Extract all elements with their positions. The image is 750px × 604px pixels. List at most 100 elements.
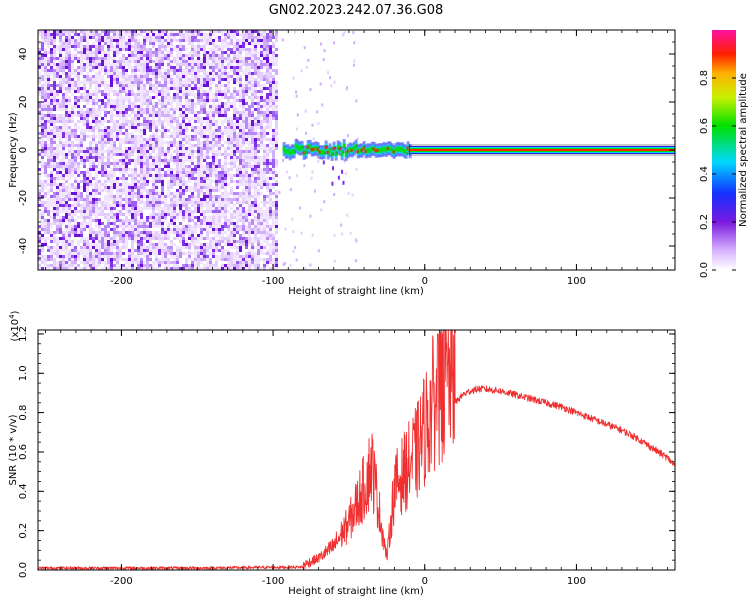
heatmap-cell	[200, 63, 203, 69]
heatmap-cell	[242, 225, 245, 228]
heatmap-cell	[68, 84, 71, 87]
heatmap-cell	[137, 210, 140, 213]
heatmap-cell	[230, 246, 233, 249]
heatmap-cell	[194, 150, 197, 153]
heatmap-cell	[164, 201, 167, 204]
heatmap-cell	[161, 45, 164, 48]
heatmap-cell	[269, 255, 272, 261]
heatmap-cell	[245, 174, 248, 177]
heatmap-cell	[203, 216, 206, 219]
heatmap-cell	[143, 108, 146, 114]
heatmap-cell	[65, 264, 68, 267]
heatmap-cell	[119, 246, 122, 249]
heatmap-cell	[239, 195, 242, 198]
heatmap-cell	[68, 231, 71, 234]
heatmap-cell	[179, 57, 182, 60]
heatmap-cell	[233, 225, 236, 228]
heatmap-cell	[167, 66, 170, 69]
heatmap-cell	[206, 135, 209, 138]
heatmap-cell	[164, 252, 167, 255]
heatmap-cell	[50, 57, 53, 63]
heatmap-cell	[143, 75, 146, 78]
heatmap-cell	[158, 231, 161, 234]
heatmap-cell	[170, 198, 173, 201]
heatmap-cell	[248, 192, 251, 195]
heatmap-cell	[161, 93, 164, 96]
heatmap-cell	[143, 153, 146, 156]
heatmap-cell	[77, 243, 80, 246]
heatmap-cell	[275, 216, 278, 219]
heatmap-cell	[44, 207, 47, 210]
heatmap-cell	[104, 60, 107, 63]
heatmap-cell	[116, 183, 119, 186]
heatmap-cell	[245, 183, 248, 186]
heatmap-cell	[173, 180, 176, 186]
heatmap-cell	[251, 60, 254, 63]
heatmap-cell	[77, 264, 80, 267]
heatmap-cell	[245, 141, 248, 144]
heatmap-cell	[77, 162, 80, 165]
heatmap-cell	[209, 81, 212, 87]
heatmap-cell	[248, 141, 251, 144]
heatmap-cell	[122, 174, 125, 177]
heatmap-cell	[74, 102, 77, 105]
heatmap-cell	[185, 225, 188, 228]
heatmap-cell	[263, 42, 266, 48]
heatmap-cell	[245, 126, 248, 129]
heatmap-cell	[203, 66, 206, 69]
heatmap-cell	[176, 213, 179, 216]
heatmap-cell	[83, 96, 86, 102]
heatmap-cell	[53, 222, 56, 225]
heatmap-cell	[131, 36, 134, 39]
heatmap-cell	[68, 204, 71, 207]
heatmap-cell	[92, 162, 95, 165]
heatmap-cell	[122, 171, 125, 174]
heatmap-cell	[104, 54, 107, 57]
heatmap-cell	[182, 267, 185, 270]
heatmap-cell	[230, 39, 233, 42]
heatmap-cell	[173, 150, 176, 153]
heatmap-cell	[101, 201, 104, 204]
heatmap-cell	[191, 252, 194, 255]
heatmap-cell	[272, 57, 275, 60]
heatmap-cell	[41, 135, 44, 138]
heatmap-cell	[260, 144, 263, 150]
heatmap-cell	[161, 63, 164, 66]
heatmap-cell	[77, 99, 80, 102]
heatmap-cell	[110, 210, 113, 213]
heatmap-cell	[275, 264, 278, 267]
heatmap-cell	[224, 240, 227, 243]
heatmap-cell	[245, 246, 248, 249]
heatmap-cell	[257, 258, 260, 264]
heatmap-cell	[242, 153, 245, 156]
heatmap-cell	[215, 183, 218, 186]
heatmap-cell	[155, 39, 158, 42]
heatmap-cell	[77, 204, 80, 207]
heatmap-cell	[131, 54, 134, 57]
heatmap-cell	[131, 255, 134, 258]
heatmap-cell	[95, 39, 98, 42]
heatmap-cell	[215, 30, 218, 33]
heatmap-cell	[122, 120, 125, 123]
heatmap-cell	[194, 111, 197, 114]
heatmap-cell	[119, 87, 122, 90]
heatmap-cell	[44, 81, 47, 84]
heatmap-cell	[188, 84, 191, 87]
heatmap-cell	[59, 150, 62, 153]
heatmap-cell	[53, 258, 56, 264]
heatmap-cell	[206, 129, 209, 132]
heatmap-cell	[167, 45, 170, 48]
heatmap-cell	[227, 258, 230, 261]
heatmap-cell	[50, 111, 53, 114]
heatmap-cell	[239, 147, 242, 150]
heatmap-cell	[272, 84, 275, 90]
heatmap-cell	[248, 213, 251, 216]
heatmap-cell	[251, 57, 254, 60]
heatmap-cell	[77, 120, 80, 123]
heatmap-cell	[65, 51, 68, 57]
heatmap-cell	[251, 51, 254, 54]
heatmap-cell	[95, 216, 98, 219]
heatmap-cell	[125, 159, 128, 162]
heatmap-cell	[242, 159, 245, 162]
heatmap-cell	[107, 54, 110, 57]
